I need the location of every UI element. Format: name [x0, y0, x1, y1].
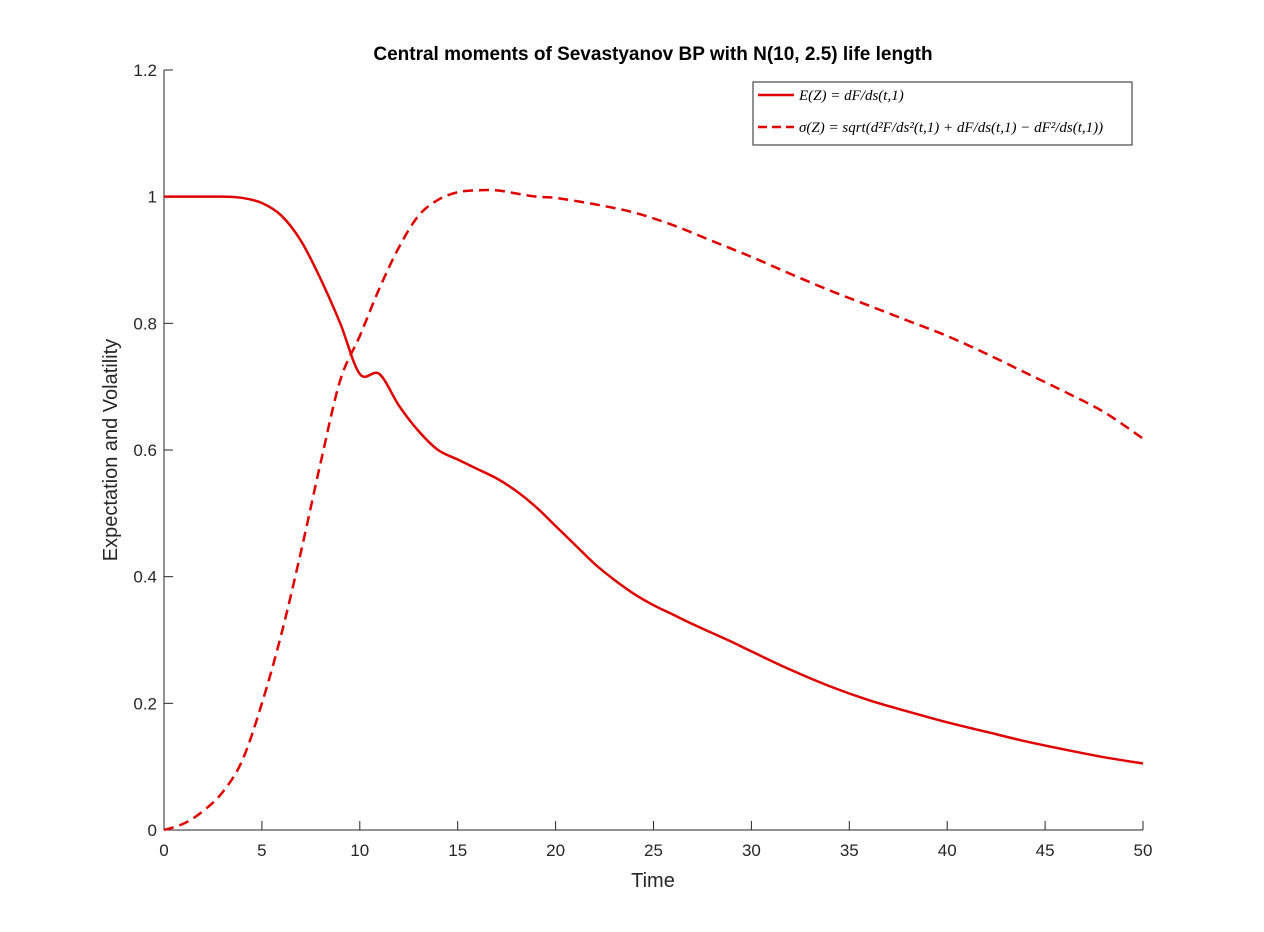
y-tick-label: 0 [148, 821, 157, 840]
x-tick-label: 0 [159, 841, 168, 860]
x-axis-label: Time [631, 870, 675, 892]
x-tick-label: 45 [1036, 841, 1055, 860]
y-tick-label: 0.8 [133, 314, 157, 333]
y-tick-label: 0.2 [133, 694, 157, 713]
x-tick-label: 20 [546, 841, 565, 860]
y-axis-label: Expectation and Volatility [100, 339, 122, 561]
x-tick-label: 30 [742, 841, 761, 860]
y-tick-label: 1.2 [133, 61, 157, 80]
x-tick-label: 10 [350, 841, 369, 860]
series-line-volatility [163, 188, 1144, 832]
x-tick-label: 15 [448, 841, 467, 860]
legend-box [752, 81, 1133, 146]
legend-entry-volatility: σ(Z) = sqrt(d²F/ds²(t,1) + dF/ds(t,1) − … [799, 120, 1103, 136]
y-tick-label: 0.6 [133, 441, 157, 460]
x-tick-label: 5 [257, 841, 266, 860]
legend: E(Z) = dF/ds(t,1) σ(Z) = sqrt(d²F/ds²(t,… [752, 81, 1133, 146]
series-lines [163, 188, 1144, 832]
x-tick-label: 50 [1134, 841, 1153, 860]
x-tick-label: 35 [840, 841, 859, 860]
ticks: 0 5 10 15 20 25 30 35 40 45 50 0 0.2 0.4 0.6 0.8 1 1.2 [133, 61, 1152, 860]
series-line-expectation [164, 195, 1144, 765]
plot-area [163, 70, 1143, 831]
x-tick-label: 40 [938, 841, 957, 860]
y-tick-label: 1 [148, 188, 157, 207]
x-tick-label: 25 [644, 841, 663, 860]
chart-title: Central moments of Sevastyanov BP with N… [373, 44, 932, 65]
legend-entry-expectation: E(Z) = dF/ds(t,1) [798, 88, 904, 104]
y-tick-label: 0.4 [133, 568, 157, 587]
